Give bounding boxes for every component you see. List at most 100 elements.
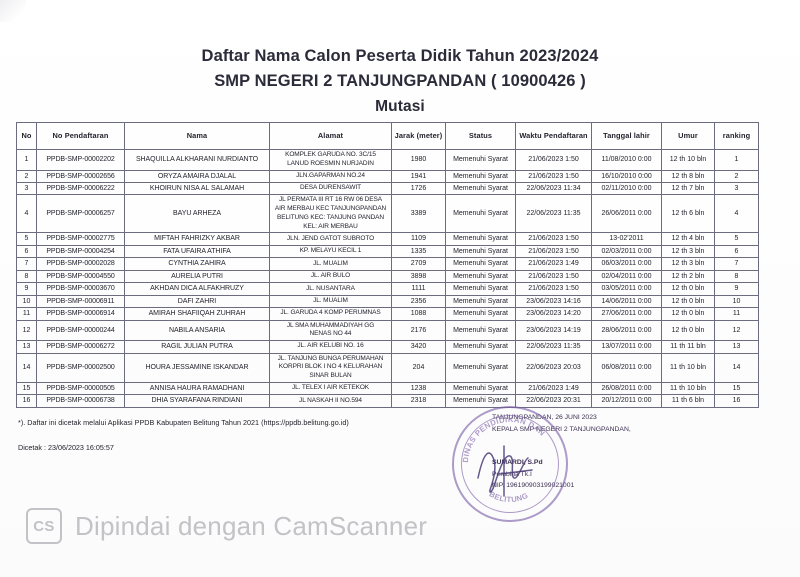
cell-ranking: 14 xyxy=(714,352,759,383)
cell-status: Memenuhi Syarat xyxy=(445,307,516,321)
cell-age: 12 th 3 bln xyxy=(661,244,715,259)
cell-ranking: 11 xyxy=(714,307,759,321)
cell-status: Memenuhi Syarat xyxy=(445,244,516,259)
cell-status: Memenuhi Syarat xyxy=(445,340,516,354)
cell-registration: PPDB-SMP-00000244 xyxy=(36,319,125,342)
cell-registration: PPDB-SMP-00002775 xyxy=(36,232,125,246)
cell-birth-date: 03/05/2011 0:00 xyxy=(591,282,662,296)
cell-registration: PPDB-SMP-00006272 xyxy=(36,340,125,354)
cell-distance: 2318 xyxy=(391,394,446,408)
cell-no: 9 xyxy=(16,282,37,296)
cell-registration: PPDB-SMP-00006914 xyxy=(36,307,125,321)
table-row: 12 PPDB-SMP-00000244 NABILA ANSARIA JL SMA … xyxy=(16,319,759,342)
cell-status: Memenuhi Syarat xyxy=(445,169,516,183)
header-birth-date: Tanggal lahir xyxy=(591,122,662,150)
cell-name: AMIRAH SHAFIIQAH ZUHRAH xyxy=(124,307,270,321)
cell-birth-date: 16/10/2010 0:00 xyxy=(591,169,662,183)
cell-registration-time: 22/06/2023 11:34 xyxy=(515,181,592,196)
cell-birth-date: 11/08/2010 0:00 xyxy=(591,149,662,171)
signature-nip: NIP. 196190903199021001 xyxy=(492,482,575,489)
cell-status: Memenuhi Syarat xyxy=(445,232,516,246)
cell-address: JL. AIR KELUBI NO. 16 xyxy=(269,340,392,354)
cell-distance: 2356 xyxy=(391,294,446,309)
header-distance: Jarak (meter) xyxy=(391,122,446,150)
cell-address: JL SMA MUHAMMADIYAH GG NENAS NO 44 xyxy=(269,319,392,342)
cell-age: 12 th 10 bln xyxy=(661,149,715,171)
cell-name: SHAQUILLA ALKHARANI NURDIANTO xyxy=(124,149,270,171)
cell-birth-date: 27/06/2011 0:00 xyxy=(591,307,662,321)
cell-address: JL. AIR BULO xyxy=(269,269,392,284)
header-registration-time: Waktu Pendaftaran xyxy=(515,122,592,150)
cell-address: KOMPLEK GARUDA NO. 3C/15 LANUD ROESMIN NU… xyxy=(269,149,392,171)
scan-corner-artifact xyxy=(0,0,26,22)
cell-name: ANNISA HAURA RAMADHANI xyxy=(124,381,270,396)
cell-distance: 1109 xyxy=(391,232,446,246)
cell-registration-time: 21/06/2023 1:49 xyxy=(515,257,592,271)
cell-address: JL PERMATA III RT 16 RW 06 DESA AIR MERBA… xyxy=(269,194,392,234)
table-row: 5 PPDB-SMP-00002775 MIFTAH FAHRIZKY AKBAR J… xyxy=(16,232,759,246)
cell-ranking: 4 xyxy=(714,194,759,234)
cell-no: 2 xyxy=(16,169,37,183)
cell-birth-date: 20/12/2011 0:00 xyxy=(591,394,662,408)
header-status: Status xyxy=(445,122,516,150)
cell-name: RAGIL JULIAN PUTRA xyxy=(124,340,270,354)
cell-registration-time: 21/06/2023 1:50 xyxy=(515,244,592,259)
cell-no: 13 xyxy=(16,340,37,354)
cell-age: 11 th 10 bln xyxy=(661,352,715,383)
cell-no: 7 xyxy=(16,257,37,271)
cell-registration: PPDB-SMP-00004550 xyxy=(36,269,125,284)
cell-address: JL. GARUDA 4 KOMP PERUMNAS xyxy=(269,307,392,321)
document-title-block: Daftar Nama Calon Peserta Didik Tahun 20… xyxy=(0,44,800,119)
cell-ranking: 8 xyxy=(714,269,759,284)
cell-registration-time: 22/06/2023 20:31 xyxy=(515,394,592,408)
cell-no: 15 xyxy=(16,381,37,396)
cell-ranking: 1 xyxy=(714,149,759,171)
cell-ranking: 5 xyxy=(714,232,759,246)
cell-status: Memenuhi Syarat xyxy=(445,294,516,309)
cell-registration: PPDB-SMP-00006222 xyxy=(36,181,125,196)
table-row: 2 PPDB-SMP-00002656 ORYZA AMAIRA DJALAL JLN… xyxy=(16,169,759,183)
cell-distance: 1111 xyxy=(391,282,446,296)
cell-name: KHOIRUN NISA AL SALAMAH xyxy=(124,181,270,196)
table-body: 1 PPDB-SMP-00002202 SHAQUILLA ALKHARANI NU… xyxy=(16,149,759,408)
cell-ranking: 3 xyxy=(714,181,759,196)
cell-no: 6 xyxy=(16,244,37,259)
table-row: 3 PPDB-SMP-00006222 KHOIRUN NISA AL SALAMA… xyxy=(16,181,759,196)
cell-status: Memenuhi Syarat xyxy=(445,381,516,396)
cell-address: JL. TELEX I AIR KETEKOK xyxy=(269,381,392,396)
cell-name: AURELIA PUTRI xyxy=(124,269,270,284)
header-no: No xyxy=(16,122,37,150)
cell-distance: 204 xyxy=(391,352,446,383)
cell-no: 11 xyxy=(16,307,37,321)
cell-registration-time: 22/06/2023 11:35 xyxy=(515,194,592,234)
cell-registration: PPDB-SMP-00006738 xyxy=(36,394,125,408)
cell-age: 12 th 2 bln xyxy=(661,269,715,284)
cell-birth-date: 02/03/2011 0:00 xyxy=(591,244,662,259)
cell-status: Memenuhi Syarat xyxy=(445,352,516,383)
cell-address: JLN. JEND GATOT SUBROTO xyxy=(269,232,392,246)
cell-ranking: 15 xyxy=(714,381,759,396)
cell-no: 3 xyxy=(16,181,37,196)
cell-address: JL. MUALIM xyxy=(269,257,392,271)
cell-registration-time: 22/06/2023 11:35 xyxy=(515,340,592,354)
cell-address: JL NASKAH II NO.594 xyxy=(269,394,392,408)
students-table-wrapper: No No Pendaftaran Nama Alamat Jarak (met… xyxy=(16,122,759,408)
cell-name: FATA UFAIRA ATHIFA xyxy=(124,244,270,259)
cell-birth-date: 14/06/2011 0:00 xyxy=(591,294,662,309)
cell-status: Memenuhi Syarat xyxy=(445,319,516,342)
cell-address: DESA DURENSAWIT xyxy=(269,181,392,196)
signature-name: SUMARDI, S.Pd xyxy=(492,459,543,466)
title-line-1: Daftar Nama Calon Peserta Didik Tahun 20… xyxy=(201,47,599,65)
cell-ranking: 9 xyxy=(714,282,759,296)
cell-registration: PPDB-SMP-00006257 xyxy=(36,194,125,234)
cell-no: 14 xyxy=(16,352,37,383)
cell-age: 12 th 4 bln xyxy=(661,232,715,246)
cell-status: Memenuhi Syarat xyxy=(445,181,516,196)
cell-age: 12 th 0 bln xyxy=(661,307,715,321)
header-address: Alamat xyxy=(269,122,392,150)
cell-status: Memenuhi Syarat xyxy=(445,194,516,234)
cell-distance: 3420 xyxy=(391,340,446,354)
cell-distance: 1088 xyxy=(391,307,446,321)
cell-ranking: 10 xyxy=(714,294,759,309)
cell-distance: 1726 xyxy=(391,181,446,196)
